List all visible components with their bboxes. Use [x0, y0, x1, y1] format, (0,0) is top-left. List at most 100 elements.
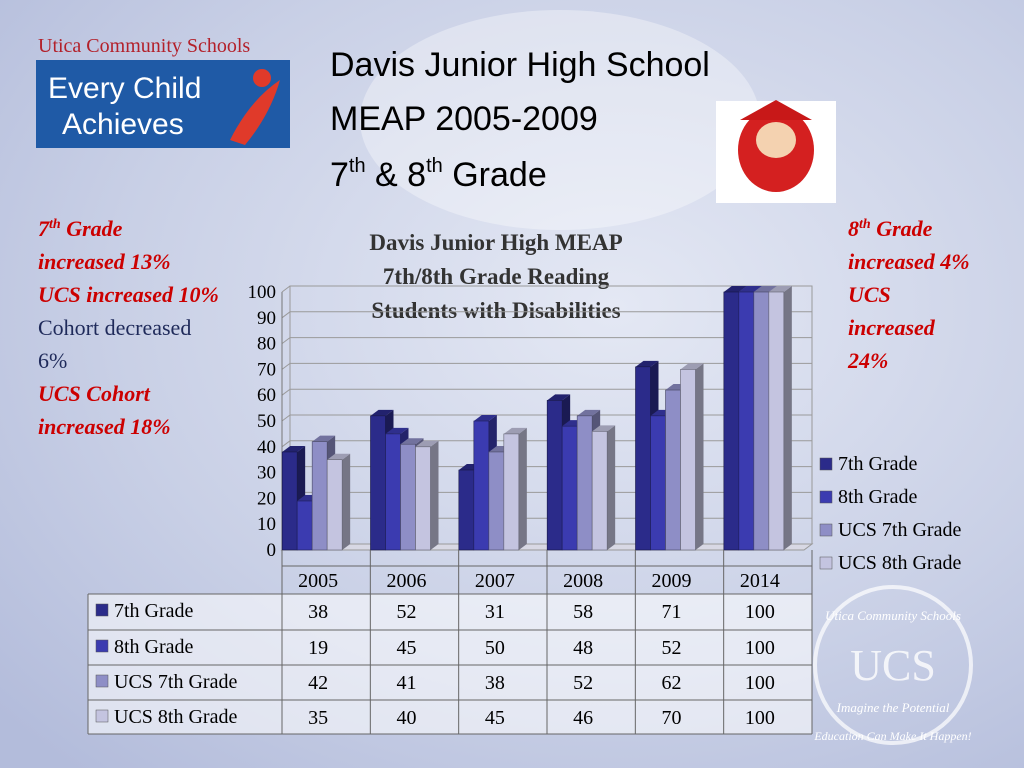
- bar: [311, 441, 328, 551]
- x-tick-label: 2008: [563, 570, 603, 592]
- heading-line: 7th & 8th Grade: [330, 155, 547, 194]
- bar: [488, 451, 505, 551]
- bar: [546, 400, 563, 551]
- table-value: 62: [662, 672, 682, 694]
- table-value: 50: [485, 637, 505, 659]
- bar: [753, 291, 770, 551]
- y-tick-label: 20: [257, 488, 276, 509]
- table-value: 100: [745, 637, 775, 659]
- y-tick-label: 90: [257, 308, 276, 329]
- bar-top: [327, 453, 351, 460]
- grid-line: [281, 285, 812, 293]
- seal-text: Education Can Make It Happen!: [813, 729, 971, 743]
- y-tick-label: 70: [257, 359, 276, 380]
- table-key: [95, 639, 109, 653]
- legend-key: [819, 457, 833, 471]
- y-tick-label: 30: [257, 463, 276, 484]
- note: UCS increased 24%: [847, 282, 936, 373]
- x-tick-label: 2007: [475, 570, 515, 592]
- y-tick-label: 40: [257, 437, 276, 458]
- table-value: 100: [745, 672, 775, 694]
- heading-part: & 8: [366, 156, 426, 194]
- note-text: UCS: [848, 282, 891, 307]
- y-tick-label: 50: [257, 411, 276, 432]
- bar: [281, 451, 298, 551]
- table-series-name: UCS 8th Grade: [114, 706, 237, 728]
- note-text: increased 18%: [38, 414, 171, 439]
- heading-line: MEAP 2005-2009: [330, 100, 598, 138]
- y-tick-label: 0: [267, 540, 277, 561]
- note-text: increased 13%: [38, 249, 171, 274]
- heading-line: Davis Junior High School: [330, 46, 710, 84]
- bar-top: [503, 427, 527, 434]
- note: 7th Grade increased 13%: [38, 216, 171, 274]
- bar-top: [400, 438, 424, 445]
- x-tick-label: 2014: [740, 570, 780, 592]
- bar: [576, 415, 593, 551]
- logo-org: Utica Community Schools: [38, 35, 250, 57]
- bar-top: [592, 425, 616, 432]
- bar: [385, 433, 401, 551]
- note-text: Grade: [871, 216, 933, 241]
- table-value: 100: [745, 707, 775, 729]
- heading-part: Grade: [443, 156, 547, 194]
- bar-top: [370, 409, 394, 416]
- legend-key: [819, 556, 833, 570]
- bar-top: [312, 435, 336, 442]
- bar: [768, 291, 785, 551]
- bar: [296, 500, 313, 551]
- bar: [561, 425, 578, 551]
- x-tick-label: 2005: [298, 570, 338, 592]
- table-value: 31: [485, 601, 505, 623]
- bar-top: [577, 409, 601, 416]
- note-line: increased: [848, 315, 936, 340]
- legend-label: UCS 8th Grade: [838, 552, 961, 574]
- table-value: 52: [573, 672, 593, 694]
- table-series-name: 8th Grade: [114, 636, 194, 658]
- bar: [680, 369, 696, 551]
- note-text: Grade: [61, 216, 123, 241]
- bar: [370, 415, 386, 551]
- bar: [400, 443, 416, 551]
- bar: [665, 389, 681, 551]
- note-text: UCS increased 10%: [38, 282, 219, 307]
- table-value: 41: [397, 672, 417, 694]
- bar-top: [473, 415, 497, 421]
- x-tick-label: 2009: [652, 570, 692, 592]
- note-text: 24%: [847, 348, 888, 373]
- note: 8th Grade increased 4%: [848, 216, 970, 274]
- note: Cohort decreased 6%: [38, 315, 191, 373]
- table-value: 19: [308, 637, 328, 659]
- table-series-name: 7th Grade: [114, 600, 194, 622]
- bar-side: [430, 440, 439, 550]
- bar-top: [415, 440, 439, 447]
- note-line: UCS increased 10%: [38, 282, 219, 307]
- note-text: 8: [848, 216, 859, 241]
- bar: [326, 459, 343, 551]
- table-value: 100: [745, 601, 775, 623]
- table-value: 52: [397, 601, 417, 623]
- bar: [738, 291, 755, 551]
- table-value: 45: [485, 707, 505, 729]
- bar-top: [768, 286, 792, 292]
- table-value: 52: [662, 637, 682, 659]
- seal-text: Imagine the Potential: [836, 700, 950, 715]
- y-tick-label: 100: [248, 282, 277, 303]
- seal-text: Utica Community Schools: [825, 608, 961, 623]
- background-glow: [360, 10, 760, 230]
- seal-text: UCS: [850, 641, 936, 690]
- superscript: th: [49, 217, 61, 232]
- bar-side: [518, 427, 527, 550]
- grid-line: [281, 311, 812, 319]
- bar: [415, 446, 431, 551]
- legend-key: [819, 523, 833, 537]
- bar-top: [723, 286, 747, 292]
- superscript: th: [859, 217, 871, 232]
- legend-key: [819, 490, 833, 504]
- table-bg: [88, 594, 812, 734]
- table-value: 38: [308, 601, 328, 623]
- bar-side: [695, 363, 704, 550]
- table-key: [95, 674, 109, 688]
- note: UCS increased 10%: [38, 282, 219, 307]
